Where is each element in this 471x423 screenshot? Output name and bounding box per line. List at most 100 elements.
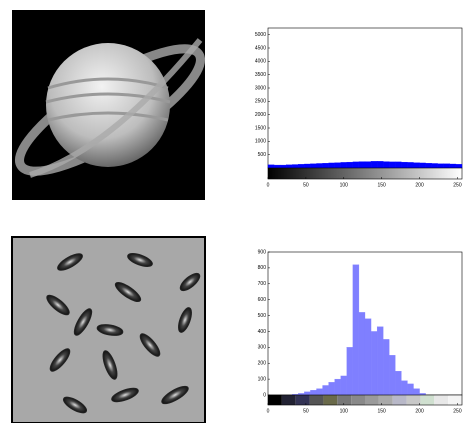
y-tick-label: 800 <box>258 265 267 271</box>
colorbar-block <box>379 395 393 405</box>
x-tick-label: 100 <box>340 182 349 188</box>
y-tick-label: 0 <box>263 392 266 398</box>
x-tick-label: 150 <box>378 408 387 414</box>
hist-bar <box>365 319 371 395</box>
colorbar-block <box>434 395 448 405</box>
hist-bar <box>395 371 401 395</box>
hist-bar <box>395 162 401 168</box>
hist-bar <box>335 379 341 395</box>
hist-bar <box>450 164 456 168</box>
x-tick-label: 150 <box>378 182 387 188</box>
hist-bar <box>401 162 407 168</box>
hist-bar <box>359 312 365 395</box>
y-tick-label: 1000 <box>255 139 266 145</box>
hist-bar <box>310 164 316 168</box>
hist-bar <box>292 165 298 168</box>
hist-bar <box>274 165 280 168</box>
colorbar-block <box>268 395 282 405</box>
colorbar-block <box>351 395 365 405</box>
hist-bar <box>438 164 444 168</box>
y-tick-label: 3000 <box>255 85 266 91</box>
x-tick-label: 250 <box>453 408 462 414</box>
y-tick-label: 300 <box>258 345 267 351</box>
x-tick-label: 200 <box>415 182 424 188</box>
x-tick-label: 100 <box>340 408 349 414</box>
hist-bar <box>420 163 426 168</box>
hist-bar <box>407 162 413 168</box>
colorbar-block <box>337 395 351 405</box>
hist-bar <box>353 162 359 168</box>
hist-bar <box>304 164 310 168</box>
hist-bar <box>341 376 347 395</box>
hist-bar <box>377 327 383 395</box>
y-tick-label: 3500 <box>255 72 266 78</box>
bacteria-image <box>12 237 205 423</box>
x-tick-label: 0 <box>267 182 270 188</box>
hist-bar <box>347 347 353 395</box>
hist-bar <box>371 331 377 395</box>
hist-bar <box>371 161 377 168</box>
colorbar-block <box>420 395 434 405</box>
hist-bar <box>444 164 450 168</box>
y-tick-label: 4000 <box>255 59 266 65</box>
hist-bar <box>329 382 335 395</box>
y-tick-label: 2000 <box>255 112 266 118</box>
hist-bar <box>310 390 316 395</box>
saturn-image <box>5 10 215 200</box>
y-tick-label: 500 <box>258 313 267 319</box>
hist-bar <box>317 389 323 395</box>
axes <box>268 28 462 168</box>
hist-bar <box>401 381 407 395</box>
colorbar-block <box>407 395 421 405</box>
y-tick-label: 1500 <box>255 125 266 131</box>
hist-bar <box>353 265 359 395</box>
y-tick-label: 700 <box>258 281 267 287</box>
hist-bar <box>280 165 286 168</box>
colorbar-block <box>310 395 324 405</box>
y-tick-label: 100 <box>258 376 267 382</box>
x-tick-label: 50 <box>303 182 309 188</box>
colorbar-block <box>296 395 310 405</box>
hist-bar <box>414 389 420 395</box>
hist-bar <box>389 355 395 395</box>
colorbar-block <box>365 395 379 405</box>
hist-bar <box>389 162 395 168</box>
hist-bar <box>268 165 274 168</box>
hist-bar <box>323 385 329 395</box>
colorbar-block <box>448 395 462 405</box>
x-tick-label: 250 <box>453 182 462 188</box>
colorbar-block <box>323 395 337 405</box>
y-tick-label: 600 <box>258 297 267 303</box>
hist-bar <box>383 162 389 168</box>
hist-bar <box>377 161 383 168</box>
colorbar-block <box>393 395 407 405</box>
hist-bar <box>323 163 329 168</box>
y-tick-label: 4500 <box>255 45 266 51</box>
hist-bar <box>347 162 353 168</box>
hist-bar <box>329 163 335 168</box>
colorbar <box>268 168 462 179</box>
y-tick-label: 5000 <box>255 32 266 38</box>
hist-bar <box>304 392 310 395</box>
x-tick-label: 200 <box>415 408 424 414</box>
hist-bar <box>286 165 292 168</box>
hist-bar <box>298 164 304 168</box>
hist-bar <box>317 163 323 168</box>
x-tick-label: 0 <box>267 408 270 414</box>
hist-bar <box>407 384 413 395</box>
hist-bar <box>365 162 371 168</box>
colorbar-block <box>282 395 296 405</box>
hist-bar <box>383 339 389 395</box>
figure: 5001000150020002500300035004000450050000… <box>0 0 471 423</box>
y-tick-label: 200 <box>258 361 267 367</box>
hist-bar <box>426 163 432 168</box>
y-tick-label: 900 <box>258 249 267 255</box>
hist-bar <box>335 163 341 168</box>
y-tick-label: 500 <box>258 152 267 158</box>
hist-bar <box>456 164 462 168</box>
x-tick-label: 50 <box>303 408 309 414</box>
hist-bar <box>341 162 347 168</box>
y-tick-label: 2500 <box>255 99 266 105</box>
y-tick-label: 400 <box>258 329 267 335</box>
hist-bar <box>359 162 365 168</box>
